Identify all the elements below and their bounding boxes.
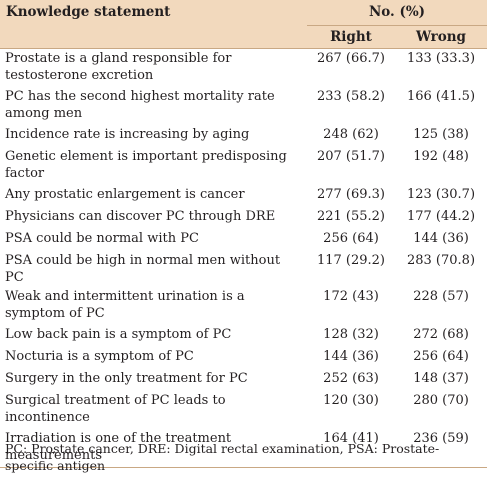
statement-cell: PC has the second highest mortality rate… (5, 89, 275, 121)
table-row: Any prostatic enlargement is cancer 277 … (0, 185, 487, 207)
table-row: Irradiation is one of the treatment meas… (0, 429, 487, 468)
statement-cell: PSA could be normal with PC (5, 231, 199, 246)
header-no-percent: No. (%) (307, 0, 487, 26)
wrong-cell: 148 (37) (413, 371, 469, 386)
table-row: PC has the second highest mortality rate… (0, 87, 487, 125)
table-row: Nocturia is a symptom of PC 144 (36) 256… (0, 347, 487, 369)
wrong-cell: 236 (59) (395, 429, 487, 468)
wrong-cell: 283 (70.8) (406, 253, 476, 268)
wrong-cell: 144 (36) (413, 231, 469, 246)
statement-cell: Low back pain is a symptom of PC (5, 327, 232, 342)
wrong-cell: 125 (38) (413, 127, 469, 142)
statement-cell: Genetic element is important predisposin… (5, 149, 287, 181)
table-row: PSA could be high in normal men without … (0, 251, 487, 287)
right-cell: 172 (43) (323, 289, 379, 304)
wrong-cell: 256 (64) (413, 349, 469, 364)
statement-cell: Physicians can discover PC through DRE (5, 209, 276, 224)
header-blank-cell (0, 25, 307, 49)
table-row: Physicians can discover PC through DRE 2… (0, 207, 487, 229)
wrong-cell: 228 (57) (413, 289, 469, 304)
right-cell: 164 (41) (307, 429, 395, 468)
table-body: Prostate is a gland responsible for test… (0, 49, 487, 468)
table-footnote: PC: Prostate cancer, DRE: Digital rectal… (5, 441, 440, 473)
statement-cell: PSA could be high in normal men without … (5, 253, 281, 285)
right-cell: 256 (64) (323, 231, 379, 246)
statement-cell: Weak and intermittent urination is a sym… (5, 289, 245, 321)
statement-cell: Prostate is a gland responsible for test… (5, 51, 232, 83)
statement-cell: Irradiation is one of the treatment meas… (0, 429, 307, 468)
right-cell: 117 (29.2) (316, 253, 386, 268)
wrong-cell: 192 (48) (413, 149, 469, 164)
right-cell: 267 (66.7) (316, 51, 386, 66)
right-cell: 252 (63) (323, 371, 379, 386)
statement-cell: Surgical treatment of PC leads to incont… (5, 393, 226, 425)
right-cell: 120 (30) (323, 393, 379, 408)
header-right: Right (307, 25, 395, 49)
wrong-cell: 177 (44.2) (406, 209, 476, 224)
table-row: Weak and intermittent urination is a sym… (0, 287, 487, 325)
wrong-cell: 133 (33.3) (406, 51, 476, 66)
right-cell: 248 (62) (323, 127, 379, 142)
statement-cell: Nocturia is a symptom of PC (5, 349, 194, 364)
table-row: Genetic element is important predisposin… (0, 147, 487, 185)
wrong-cell: 272 (68) (413, 327, 469, 342)
header-knowledge-statement: Knowledge statement (0, 0, 307, 26)
statement-cell: Any prostatic enlargement is cancer (5, 187, 245, 202)
table-row: PSA could be normal with PC 256 (64) 144… (0, 229, 487, 251)
right-cell: 207 (51.7) (316, 149, 386, 164)
wrong-cell: 280 (70) (413, 393, 469, 408)
wrong-cell: 123 (30.7) (406, 187, 476, 202)
table-row: Surgical treatment of PC leads to incont… (0, 391, 487, 429)
right-cell: 221 (55.2) (316, 209, 386, 224)
statement-cell: Incidence rate is increasing by aging (5, 127, 250, 142)
right-cell: 128 (32) (323, 327, 379, 342)
table-row: Prostate is a gland responsible for test… (0, 49, 487, 88)
knowledge-table: Knowledge statement No. (%) Right Wrong … (0, 0, 487, 468)
right-cell: 144 (36) (323, 349, 379, 364)
wrong-cell: 166 (41.5) (406, 89, 476, 104)
table-row: Low back pain is a symptom of PC 128 (32… (0, 325, 487, 347)
right-cell: 277 (69.3) (316, 187, 386, 202)
right-cell: 233 (58.2) (316, 89, 386, 104)
table-row: Incidence rate is increasing by aging 24… (0, 125, 487, 147)
table-header: Knowledge statement No. (%) Right Wrong (0, 0, 487, 49)
header-wrong: Wrong (395, 25, 487, 49)
statement-cell: Surgery in the only treatment for PC (5, 371, 248, 386)
table-row: Surgery in the only treatment for PC 252… (0, 369, 487, 391)
